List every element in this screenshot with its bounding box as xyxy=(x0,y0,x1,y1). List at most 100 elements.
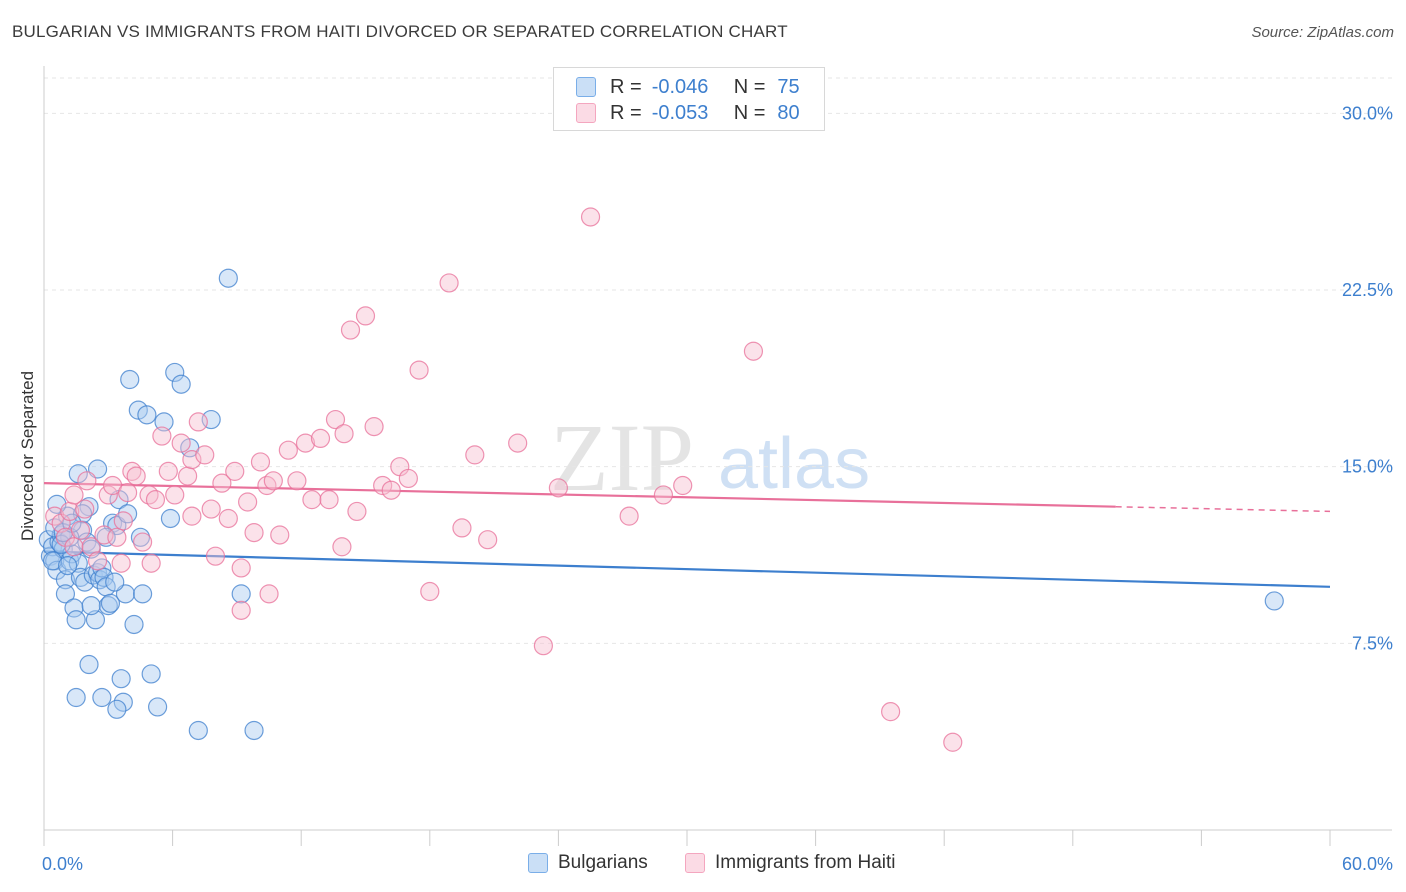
point-haiti xyxy=(182,506,202,526)
point-haiti xyxy=(182,450,202,470)
bottom-legend-swatch-haiti xyxy=(685,853,705,873)
point-haiti xyxy=(231,558,251,578)
point-haiti xyxy=(98,485,118,505)
legend-n-label: N = xyxy=(733,101,766,124)
point-haiti xyxy=(478,530,498,550)
point-haiti xyxy=(244,523,264,543)
trend-line-bulgarians xyxy=(43,550,1331,588)
point-haiti xyxy=(409,360,429,380)
point-haiti xyxy=(231,600,251,620)
point-haiti xyxy=(141,553,161,573)
point-bulgarians xyxy=(124,614,144,635)
point-haiti xyxy=(132,532,153,552)
point-bulgarians xyxy=(107,699,127,719)
point-bulgarians xyxy=(85,610,106,630)
bottom-legend-haiti: Immigrants from Haiti xyxy=(685,852,896,874)
point-haiti xyxy=(465,445,485,465)
point-haiti xyxy=(332,537,352,557)
point-haiti xyxy=(319,490,339,510)
point-haiti xyxy=(87,551,108,571)
bottom-legend-bulgarians: Bulgarians xyxy=(528,852,648,874)
point-haiti xyxy=(310,428,331,448)
legend-r-label: R = xyxy=(610,75,642,98)
point-bulgarians xyxy=(147,697,168,717)
point-haiti xyxy=(201,499,221,519)
point-bulgarians xyxy=(92,687,112,708)
point-haiti xyxy=(75,499,95,519)
source-label: Source: ZipAtlas.com xyxy=(1251,24,1394,41)
point-haiti xyxy=(653,485,674,505)
chart-title: BULGARIAN VS IMMIGRANTS FROM HAITI DIVOR… xyxy=(12,22,788,41)
point-bulgarians xyxy=(66,687,86,708)
legend-n-value: 75 xyxy=(777,75,800,98)
point-haiti xyxy=(250,452,271,472)
legend-n-value: 80 xyxy=(777,101,800,124)
point-bulgarians xyxy=(231,584,251,604)
point-bulgarians xyxy=(55,570,76,590)
point-bulgarians xyxy=(79,654,99,675)
point-haiti xyxy=(111,553,131,573)
legend-r-value: -0.046 xyxy=(651,75,709,98)
point-haiti xyxy=(673,475,693,496)
bottom-legend-label-bulgarians: Bulgarians xyxy=(558,852,648,873)
point-haiti xyxy=(270,525,290,545)
point-bulgarians xyxy=(57,555,78,576)
point-haiti xyxy=(205,546,226,566)
legend-n-label: N = xyxy=(733,75,766,98)
point-bulgarians xyxy=(105,572,125,592)
x-tick-label: 0.0% xyxy=(42,854,83,874)
point-haiti xyxy=(325,409,346,430)
point-haiti xyxy=(77,471,97,491)
point-bulgarians xyxy=(66,610,86,630)
point-haiti xyxy=(619,506,639,526)
point-haiti xyxy=(107,527,127,547)
point-haiti xyxy=(364,417,384,437)
trend-line-haiti xyxy=(43,482,1116,508)
point-haiti xyxy=(70,520,91,540)
point-haiti xyxy=(340,320,361,340)
point-haiti xyxy=(212,473,232,493)
point-haiti xyxy=(881,702,901,722)
point-haiti xyxy=(452,518,472,538)
point-haiti xyxy=(178,466,198,486)
point-haiti xyxy=(117,482,138,503)
legend-row-bulgarians: R = -0.046 N = 75 xyxy=(576,75,800,99)
point-haiti xyxy=(126,466,146,486)
point-haiti xyxy=(347,501,367,522)
point-haiti xyxy=(548,478,569,498)
legend-swatch-bulgarians xyxy=(576,77,596,97)
grid-lines xyxy=(44,77,1392,644)
legend-row-haiti: R = -0.053 N = 80 xyxy=(576,101,800,125)
point-haiti xyxy=(64,485,84,505)
point-haiti xyxy=(420,581,440,602)
point-haiti xyxy=(278,440,298,460)
bottom-legend-label-haiti: Immigrants from Haiti xyxy=(715,852,896,873)
point-haiti xyxy=(225,461,245,481)
point-haiti xyxy=(355,306,376,326)
legend-r-value: -0.053 xyxy=(651,101,709,124)
point-haiti xyxy=(943,732,963,752)
point-haiti xyxy=(64,537,84,557)
axes xyxy=(43,66,1392,846)
point-bulgarians xyxy=(244,720,264,741)
point-haiti xyxy=(152,426,172,446)
point-bulgarians xyxy=(188,720,208,741)
bottom-legend-swatch-bulgarians xyxy=(528,853,548,873)
point-bulgarians xyxy=(120,369,140,390)
point-haiti xyxy=(259,584,279,604)
point-haiti xyxy=(195,445,215,465)
point-bulgarians xyxy=(132,584,153,604)
y-tick-label: 30.0% xyxy=(1342,103,1393,123)
point-haiti xyxy=(218,508,238,529)
y-tick-label: 22.5% xyxy=(1342,280,1393,300)
point-bulgarians xyxy=(111,669,131,689)
point-haiti xyxy=(113,511,133,531)
point-haiti xyxy=(165,485,185,505)
point-haiti xyxy=(533,636,553,656)
y-axis-label: Divorced or Separated xyxy=(18,370,37,542)
point-bulgarians xyxy=(218,268,238,288)
point-bulgarians xyxy=(154,412,174,432)
point-haiti xyxy=(439,273,459,293)
point-haiti xyxy=(263,471,283,491)
